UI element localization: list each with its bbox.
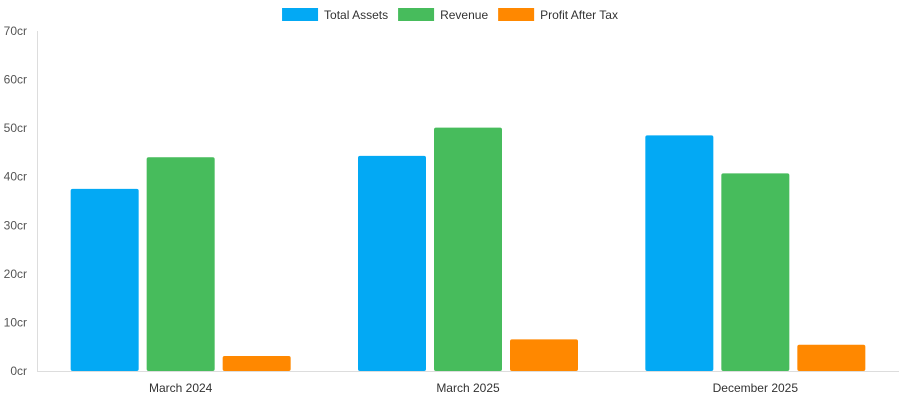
y-tick-label: 0cr (10, 364, 27, 378)
y-tick-label: 70cr (4, 24, 27, 38)
bar[interactable] (797, 344, 866, 371)
x-tick-label: March 2024 (149, 381, 213, 395)
x-axis: March 2024 March 2025 December 2025 (37, 371, 899, 395)
bar[interactable] (222, 355, 291, 371)
bar[interactable] (645, 135, 714, 371)
y-tick-label: 60cr (4, 73, 27, 87)
legend-item[interactable]: Total Assets (282, 8, 388, 22)
legend-label: Profit After Tax (540, 8, 618, 22)
legend-item[interactable]: Profit After Tax (498, 8, 618, 22)
bar[interactable] (434, 127, 502, 372)
bar[interactable] (70, 188, 139, 371)
bar[interactable] (721, 173, 790, 371)
bar[interactable] (510, 339, 578, 371)
legend-item[interactable]: Revenue (398, 8, 488, 22)
legend-swatch (282, 8, 319, 21)
bar[interactable] (358, 155, 426, 371)
legend-label: Total Assets (324, 8, 388, 22)
y-tick-label: 50cr (4, 121, 27, 135)
legend-label: Revenue (440, 8, 488, 22)
bars (70, 127, 866, 372)
x-tick-label: December 2025 (713, 381, 799, 395)
x-tick-label: March 2025 (436, 381, 500, 395)
y-tick-label: 20cr (4, 267, 27, 281)
bar[interactable] (146, 157, 215, 371)
y-tick-label: 10cr (4, 315, 27, 329)
y-axis: 0cr 10cr 20cr 30cr 40cr 50cr 60cr 70cr (4, 24, 38, 378)
y-tick-label: 30cr (4, 218, 27, 232)
chart-legend: Total Assets Revenue Profit After Tax (282, 8, 618, 22)
legend-swatch (498, 8, 535, 21)
legend-swatch (398, 8, 435, 21)
y-tick-label: 40cr (4, 170, 27, 184)
